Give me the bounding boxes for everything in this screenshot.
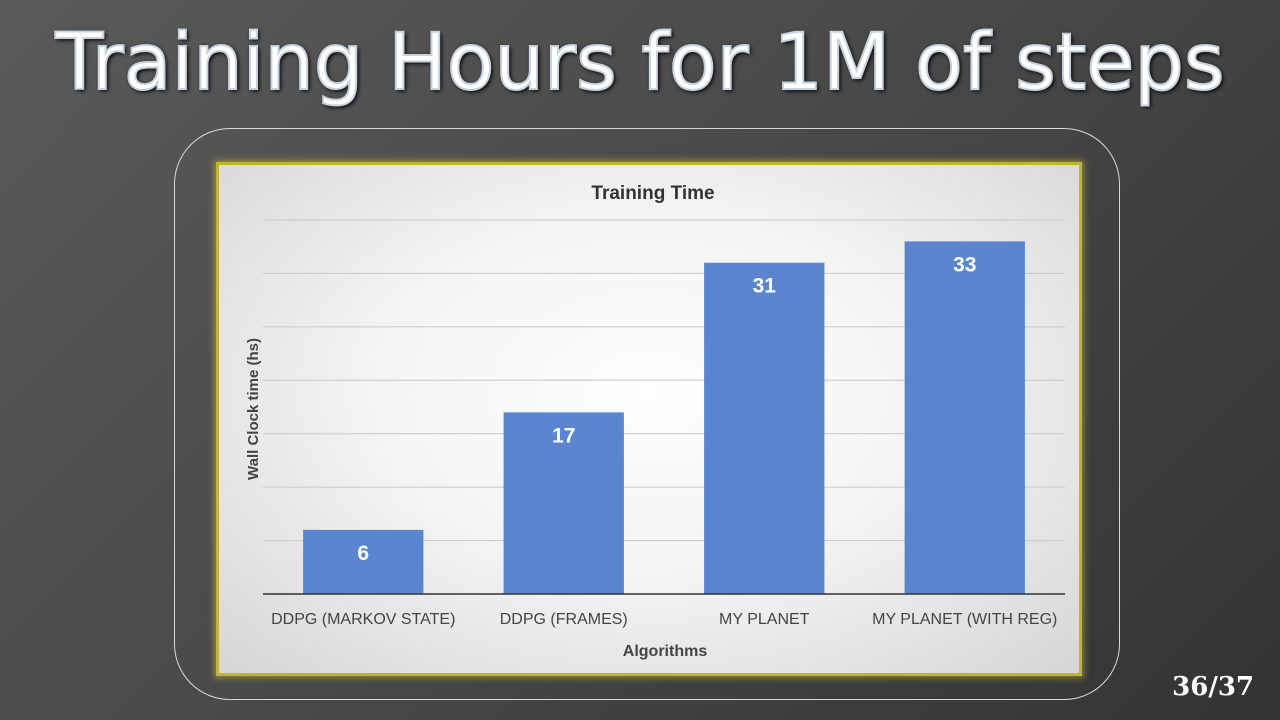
data-label: 31 [753,275,777,298]
bar-chart: Training Time 6 17 31 33 DDPG (MARKOV STATE… [245,183,1065,660]
data-label: 17 [552,424,575,447]
data-label: 6 [357,542,369,565]
bars [303,241,1025,594]
rounded-frame [174,128,1120,700]
category-label: DDPG (MARKOV STATE) [271,611,455,628]
slide-title: Training Hours for 1M of steps [55,17,1226,109]
bar [503,412,624,594]
data-labels: 6 17 31 33 [357,253,976,565]
category-label: MY PLANET (WITH REG) [872,611,1057,628]
x-axis-label: Algorithms [623,643,708,660]
category-labels: DDPG (MARKOV STATE) DDPG (FRAMES) MY PLANE… [271,611,1057,628]
bar [303,529,424,594]
page-number: 36/37 [1172,672,1254,702]
chart-title: Training Time [591,183,714,204]
y-axis-label: Wall Clock time (hs) [245,338,262,480]
category-label: DDPG (FRAMES) [500,611,628,628]
category-label: MY PLANET [719,611,810,628]
chart-panel: Training Time 6 17 31 33 DDPG (MARKOV STATE… [216,162,1082,676]
data-label: 33 [953,253,976,276]
bar [704,262,825,594]
bar [904,241,1025,594]
